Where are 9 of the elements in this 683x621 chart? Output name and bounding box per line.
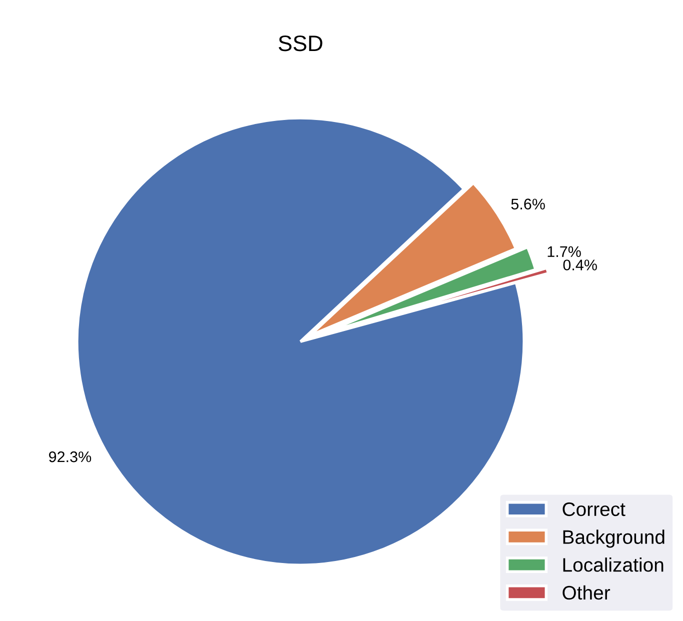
legend-label: Background	[563, 530, 664, 548]
data-label: 1.7%	[548, 246, 581, 257]
data-label: 0.4%	[563, 260, 597, 270]
legend-label: Other	[562, 585, 610, 600]
chart-title: SSD	[278, 35, 322, 52]
data-label: 92.3%	[49, 451, 92, 462]
legend-label: Localization	[563, 558, 664, 572]
legend-label: Correct	[562, 502, 626, 516]
data-label: 5.6%	[511, 198, 545, 210]
